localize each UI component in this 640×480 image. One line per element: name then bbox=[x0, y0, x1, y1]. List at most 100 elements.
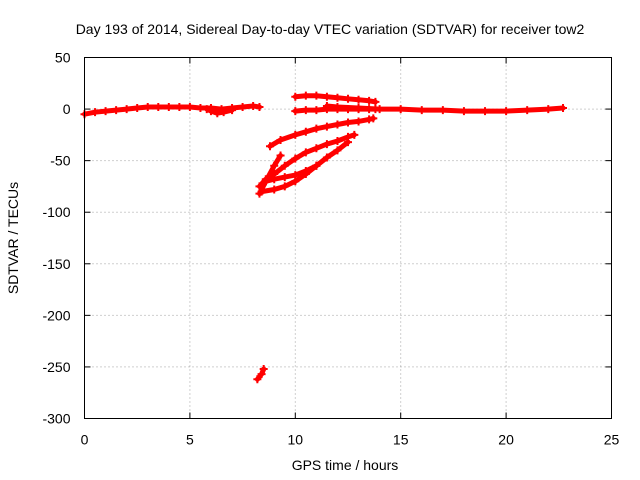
data-point bbox=[438, 106, 447, 115]
data-point bbox=[266, 142, 275, 151]
data-point bbox=[333, 146, 342, 155]
data-point bbox=[544, 105, 553, 114]
data-point bbox=[164, 103, 173, 112]
data-point bbox=[101, 107, 110, 116]
data-point bbox=[312, 144, 321, 153]
y-axis-label: SDTVAR / TECUs bbox=[5, 182, 21, 294]
data-point bbox=[312, 161, 321, 170]
data-point bbox=[365, 115, 374, 124]
data-point bbox=[196, 104, 205, 113]
data-point bbox=[322, 153, 331, 162]
data-point bbox=[259, 364, 268, 373]
data-point bbox=[133, 104, 142, 113]
y-tick-label: -100 bbox=[42, 204, 70, 220]
data-point bbox=[270, 185, 279, 194]
x-tick-label: 10 bbox=[288, 432, 304, 448]
data-point bbox=[559, 104, 568, 113]
y-tick-labels: -300 -250 -200 -150 -100 -50 0 50 bbox=[42, 50, 70, 427]
data-point bbox=[122, 105, 131, 114]
data-point bbox=[333, 93, 342, 102]
data-point bbox=[322, 92, 331, 101]
data-point bbox=[219, 108, 228, 117]
x-axis-label: GPS time / hours bbox=[292, 457, 399, 473]
data-trace bbox=[257, 153, 283, 197]
data-point bbox=[185, 103, 194, 112]
data-point bbox=[270, 175, 279, 184]
data-point bbox=[417, 106, 426, 115]
data-point bbox=[301, 127, 310, 136]
data-point bbox=[354, 117, 363, 126]
data-point bbox=[228, 106, 237, 115]
data-point bbox=[312, 106, 321, 115]
data-point bbox=[322, 105, 331, 114]
data-point bbox=[202, 105, 211, 114]
data-point bbox=[249, 101, 258, 110]
data-point bbox=[344, 118, 352, 127]
data-point bbox=[112, 106, 121, 115]
data-point bbox=[257, 370, 266, 379]
data-point bbox=[301, 166, 310, 175]
data-point bbox=[301, 91, 310, 100]
data-point bbox=[344, 105, 352, 114]
data-point bbox=[291, 92, 300, 101]
data-point bbox=[333, 137, 342, 146]
data-point bbox=[354, 105, 363, 114]
data-point bbox=[369, 114, 378, 123]
data-point bbox=[255, 103, 264, 112]
data-point bbox=[253, 375, 262, 384]
y-tick-label: -300 bbox=[42, 411, 70, 427]
y-tick-label: -50 bbox=[50, 153, 70, 169]
x-tick-label: 20 bbox=[498, 432, 514, 448]
y-tick-label: -150 bbox=[42, 256, 70, 272]
data-point bbox=[238, 103, 247, 112]
x-tick-label: 5 bbox=[186, 432, 194, 448]
data-point bbox=[481, 107, 490, 116]
data-point bbox=[255, 189, 264, 198]
data-point bbox=[301, 148, 310, 157]
data-point bbox=[365, 96, 374, 105]
plot-frame bbox=[84, 57, 612, 419]
data-point bbox=[312, 124, 321, 133]
data-point bbox=[333, 105, 342, 114]
data-point bbox=[322, 122, 331, 131]
x-tick-label: 0 bbox=[81, 432, 89, 448]
data-point bbox=[502, 107, 511, 116]
data-point bbox=[280, 161, 289, 170]
data-point bbox=[91, 108, 100, 117]
data-point bbox=[276, 151, 285, 160]
data-point bbox=[270, 161, 279, 170]
data-point bbox=[523, 106, 532, 115]
data-point bbox=[371, 105, 380, 114]
data-point bbox=[280, 173, 289, 182]
data-point bbox=[459, 107, 468, 116]
data-point bbox=[322, 140, 331, 149]
data-point bbox=[276, 136, 285, 145]
data-point bbox=[291, 107, 300, 116]
data-point bbox=[291, 130, 300, 139]
data-point bbox=[312, 91, 321, 100]
x-tick-label: 15 bbox=[393, 432, 409, 448]
data-point bbox=[344, 138, 352, 147]
data-point bbox=[396, 105, 405, 114]
y-tick-label: 50 bbox=[55, 50, 71, 66]
data-point bbox=[333, 120, 342, 129]
data-point bbox=[354, 95, 363, 104]
chart-title: Day 193 of 2014, Sidereal Day-to-day VTE… bbox=[76, 21, 585, 37]
data-point bbox=[350, 130, 359, 139]
x-tick-label: 25 bbox=[604, 432, 620, 448]
data-point bbox=[206, 107, 215, 116]
data-point bbox=[291, 154, 300, 163]
y-tick-label: -250 bbox=[42, 359, 70, 375]
y-tick-label: -200 bbox=[42, 307, 70, 323]
data-point bbox=[143, 103, 152, 112]
data-point bbox=[154, 103, 163, 112]
grid-lines bbox=[84, 57, 612, 419]
data-point bbox=[261, 177, 270, 186]
data-traces bbox=[80, 91, 568, 384]
data-point bbox=[344, 94, 352, 103]
data-point bbox=[280, 182, 289, 191]
x-tick-labels: 0 5 10 15 20 25 bbox=[81, 432, 620, 448]
data-point bbox=[371, 97, 380, 106]
data-point bbox=[291, 171, 300, 180]
